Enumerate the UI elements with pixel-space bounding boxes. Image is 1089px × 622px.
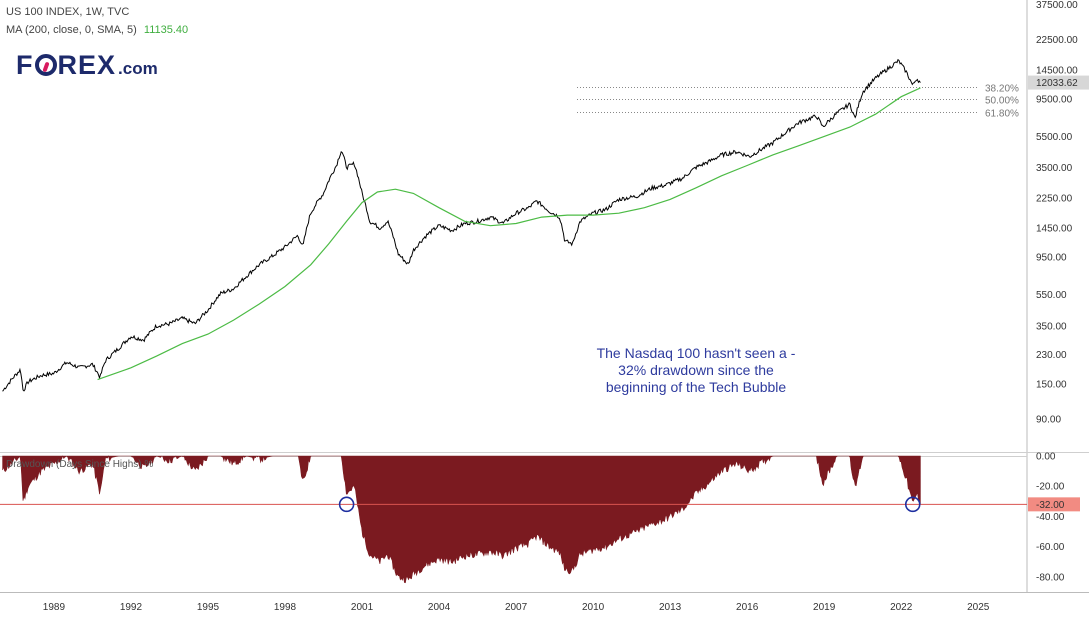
price-tick-label: 37500.00 xyxy=(1036,0,1078,11)
last-price-label: 12033.62 xyxy=(1036,78,1078,89)
drawdown-area xyxy=(2,455,921,584)
time-tick-label: 1992 xyxy=(120,602,143,613)
time-tick-label: 2007 xyxy=(505,602,528,613)
time-tick-label: 2019 xyxy=(813,602,836,613)
time-tick-label: 2010 xyxy=(582,602,605,613)
ma-series-line xyxy=(97,87,921,381)
price-tick-label: 22500.00 xyxy=(1036,35,1078,46)
drawdown-markers xyxy=(338,496,921,513)
drawdown-marker-circle xyxy=(338,496,355,513)
logo-suffix: .com xyxy=(118,59,158,78)
drawdown-tick-label: 0.00 xyxy=(1036,452,1056,463)
price-series-line xyxy=(2,58,921,392)
price-tick-label: 3500.00 xyxy=(1036,163,1073,174)
drawdown-tick-label: -60.00 xyxy=(1036,542,1065,553)
logo-letters-rex: REX xyxy=(57,50,117,80)
drawdown-indicator-title: Drawdown (Days Since Highs) % xyxy=(6,459,153,470)
logo-letter-f: F xyxy=(16,50,34,80)
time-tick-label: 2004 xyxy=(428,602,451,613)
time-tick-label: 1995 xyxy=(197,602,220,613)
time-tick-label: 2001 xyxy=(351,602,374,613)
time-tick-label: 2022 xyxy=(890,602,913,613)
price-tick-label: 950.00 xyxy=(1036,253,1067,264)
drawdown-marker-circle xyxy=(904,496,921,513)
axis-badges: 12033.62 -32.00 xyxy=(1028,75,1089,512)
forex-logo: F REX .com xyxy=(16,50,158,80)
price-tick-label: 550.00 xyxy=(1036,290,1067,301)
moving-average-legend: MA (200, close, 0, SMA, 5) 11135.40 xyxy=(6,24,188,36)
chart-symbol-line: US 100 INDEX, 1W, TVC xyxy=(6,6,130,18)
time-tick-label: 1998 xyxy=(274,602,297,613)
price-axis[interactable]: 37500.00 22500.00 14500.00 9500.00 5500.00 35… xyxy=(1036,0,1078,426)
price-tick-label: 90.00 xyxy=(1036,415,1061,426)
drawdown-tick-label: -20.00 xyxy=(1036,482,1065,493)
price-tick-label: 350.00 xyxy=(1036,321,1067,332)
drawdown-pane: Drawdown (Days Since Highs) % xyxy=(0,455,1027,584)
ma-value: 11135.40 xyxy=(143,24,189,36)
time-tick-label: 1989 xyxy=(43,602,66,613)
annotation-line-2: 32% drawdown since the xyxy=(618,362,774,378)
drawdown-level-label: -32.00 xyxy=(1036,500,1065,511)
time-axis[interactable]: 1989 1992 1995 1998 2001 2004 2007 2010 2013 2016… xyxy=(43,602,990,613)
annotation-line-3: beginning of the Tech Bubble xyxy=(605,379,787,395)
fib-level-label: 38.20% xyxy=(985,84,1019,95)
drawdown-level-badge xyxy=(1028,497,1080,512)
drawdown-tick-label: -80.00 xyxy=(1036,572,1065,583)
price-pane xyxy=(2,58,921,392)
time-tick-label: 2016 xyxy=(736,602,759,613)
price-tick-label: 5500.00 xyxy=(1036,132,1073,143)
ma-label: MA (200, close, 0, SMA, 5) xyxy=(6,24,137,36)
last-price-badge xyxy=(1028,75,1089,90)
price-tick-label: 1450.00 xyxy=(1036,224,1073,235)
fib-level-label: 50.00% xyxy=(985,96,1019,107)
time-tick-label: 2013 xyxy=(659,602,682,613)
fib-level-label: 61.80% xyxy=(985,109,1019,120)
price-tick-label: 230.00 xyxy=(1036,350,1067,361)
logo-o-mark xyxy=(34,54,57,76)
drawdown-tick-label: -40.00 xyxy=(1036,512,1065,523)
time-tick-label: 2025 xyxy=(967,602,990,613)
fibonacci-levels: 38.20%50.00% 61.80% xyxy=(577,84,1019,120)
chart-annotation: The Nasdaq 100 hasn't seen a - 32% drawd… xyxy=(562,345,830,396)
price-tick-label: 14500.00 xyxy=(1036,65,1078,76)
drawdown-axis[interactable]: 0.00 -20.00 -40.00 -60.00 -80.00 xyxy=(1036,452,1065,584)
price-tick-label: 9500.00 xyxy=(1036,94,1073,105)
price-tick-label: 2250.00 xyxy=(1036,193,1073,204)
annotation-line-1: The Nasdaq 100 hasn't seen a - xyxy=(596,345,796,361)
price-tick-label: 150.00 xyxy=(1036,380,1067,391)
